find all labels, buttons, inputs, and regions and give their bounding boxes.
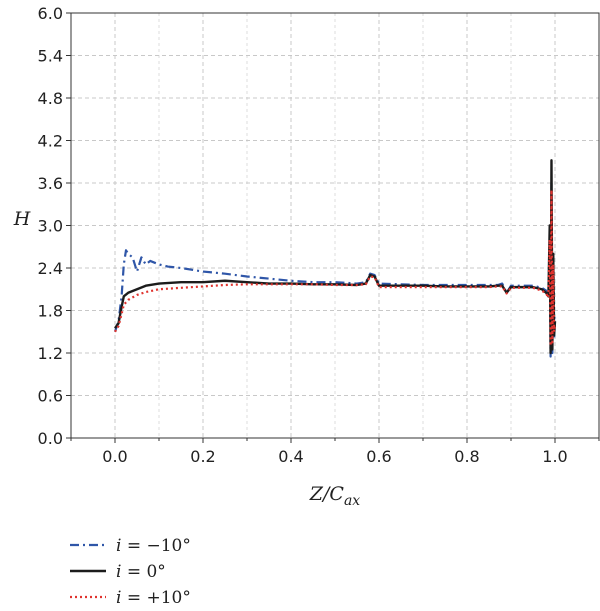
y-tick-label: 5.4 (38, 47, 63, 66)
x-axis-title: Z/Cax (309, 483, 360, 509)
y-tick-label: 2.4 (38, 259, 63, 278)
x-axis-title-main: Z/C (309, 483, 345, 505)
legend-label-2: i = +10° (116, 588, 191, 608)
legend-label-var: i (116, 536, 121, 556)
grid (70, 12, 600, 439)
legend-label-1: i = 0° (116, 562, 166, 582)
series-line-1 (114, 159, 557, 355)
x-tick-label: 0.8 (454, 447, 479, 466)
legend-label-rest: = +10° (121, 588, 190, 608)
y-tick-label: 6.0 (38, 4, 63, 23)
y-axis-title: H (13, 208, 31, 230)
ticks: 0.0 0.2 0.4 0.6 0.8 1.0 0.0 0.6 1.2 1.8 2.4 3.0 3.6 4… (38, 4, 600, 466)
series-lines (113, 159, 557, 358)
legend-label-var: i (116, 588, 121, 608)
y-tick-label: 0.6 (38, 387, 63, 406)
y-tick-label: 0.0 (38, 429, 63, 448)
series-line-0 (113, 181, 557, 358)
y-tick-label: 3.6 (38, 174, 63, 193)
legend-label-rest: = −10° (121, 536, 190, 556)
legend: i = −10°i = 0°i = +10° (70, 536, 191, 608)
x-tick-label: 0.0 (102, 447, 127, 466)
y-tick-label: 3.0 (38, 217, 63, 236)
x-axis-title-subscript: ax (344, 493, 360, 509)
y-tick-label: 4.2 (38, 132, 63, 151)
y-tick-label: 1.2 (38, 344, 63, 363)
legend-label-0: i = −10° (116, 536, 191, 556)
legend-label-rest: = 0° (121, 562, 165, 582)
x-tick-label: 0.2 (190, 447, 215, 466)
x-tick-label: 1.0 (542, 447, 567, 466)
y-tick-label: 1.8 (38, 302, 63, 321)
legend-label-var: i (116, 562, 121, 582)
y-tick-label: 4.8 (38, 89, 63, 108)
x-tick-label: 0.4 (278, 447, 303, 466)
x-tick-label: 0.6 (366, 447, 391, 466)
